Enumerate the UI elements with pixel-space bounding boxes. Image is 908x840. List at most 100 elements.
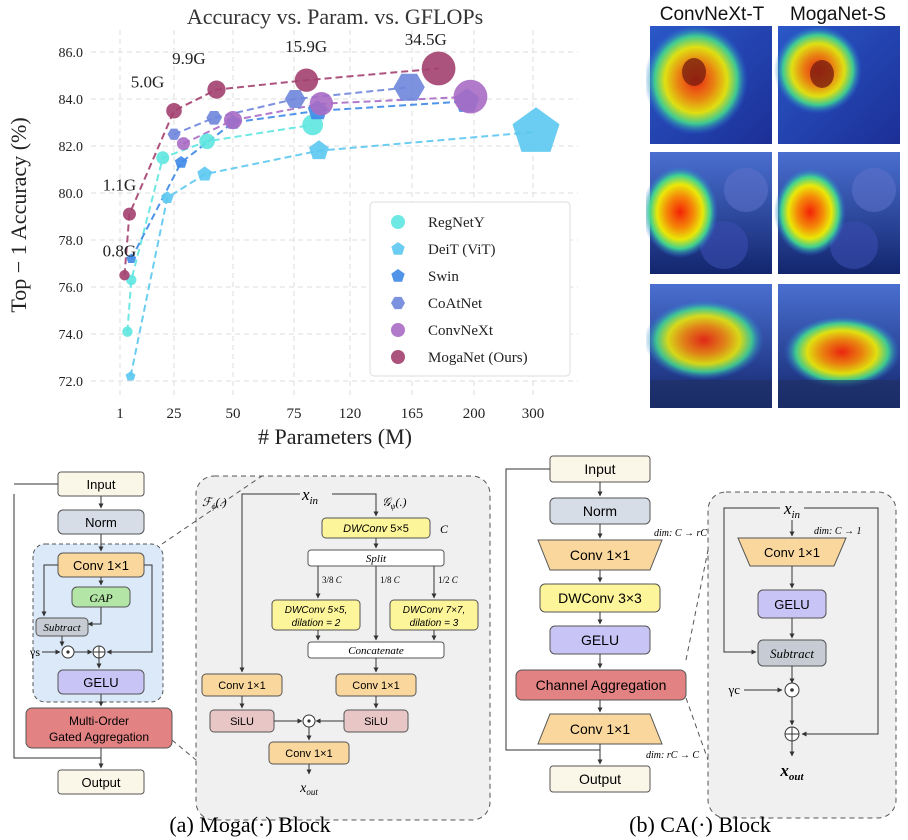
ca-norm-label: Norm — [583, 503, 617, 519]
moga-frac-12: 1/2 C — [438, 575, 459, 585]
moga-dw77-label: DWConv 7×7, — [403, 605, 466, 616]
moga-silu-right-label: SiLU — [364, 716, 388, 728]
ca-output-box — [549, 765, 651, 793]
data-point — [199, 133, 215, 150]
legend-marker — [391, 350, 405, 364]
data-point — [453, 79, 488, 114]
data-point — [166, 102, 182, 119]
ca-gelu-label: GELU — [581, 632, 619, 648]
legend-marker — [391, 269, 405, 282]
chart-legend: RegNetY DeiT (ViT) Swin CoAtNet ConvNeXt Moga… — [369, 201, 571, 377]
ca-dwconv-label: DWConv 3×3 — [558, 590, 642, 606]
x-tick-label: 120 — [339, 406, 362, 422]
data-point — [309, 140, 329, 160]
y-tick-label: 74.0 — [59, 328, 84, 343]
data-point — [223, 111, 243, 130]
heatmap-moganet-row1 — [774, 26, 900, 144]
legend-entry: CoAtNet — [428, 296, 483, 312]
moga-conv-left-label: Conv 1×1 — [218, 680, 265, 692]
moga-output-box — [57, 769, 145, 795]
gflops-label: 5.0G — [131, 72, 165, 91]
legend-entry: MogaNet (Ours) — [428, 350, 528, 366]
legend-entry: RegNetY — [428, 215, 485, 231]
x-tick-label: 1 — [116, 406, 124, 422]
ca-conv1-box — [537, 539, 663, 571]
moga-dw55-label: DWConv 5×5, — [285, 605, 348, 616]
x-tick-label: 200 — [463, 406, 486, 422]
data-point — [119, 270, 130, 281]
moga-output-label: Output — [81, 775, 120, 790]
moga-dil2-label: dilation = 2 — [292, 618, 341, 629]
moga-conv-right-label: Conv 1×1 — [352, 680, 399, 692]
gflops-labels: 0.8G 1.1G 5.0G 9.9G 15.9G 34.5G — [103, 30, 447, 261]
moga-aggregation-label-1: Multi-Order — [69, 714, 129, 728]
heatmap-moganet-row2 — [774, 152, 900, 274]
moga-frac-18: 1/8 C — [380, 575, 401, 585]
data-point — [176, 137, 190, 151]
data-point — [302, 114, 324, 136]
legend-marker — [391, 296, 405, 310]
data-point — [512, 107, 560, 152]
data-point — [126, 253, 137, 263]
heatmap-col-convnext: ConvNeXt-T — [660, 4, 765, 25]
moga-frac-38: 3/8 C — [322, 575, 343, 585]
data-point — [206, 111, 222, 125]
moga-dw55-box — [271, 599, 361, 631]
data-point — [161, 191, 174, 203]
moga-aggregation-box — [25, 707, 173, 749]
series-points — [119, 51, 560, 381]
heatmap-col-moganet: MogaNet-S — [790, 4, 886, 25]
gflops-label: 15.9G — [285, 37, 327, 56]
moga-concat-label: Concatenate — [348, 645, 404, 657]
x-tick-labels: 1 25 50 75 120 165 200 300 — [116, 406, 544, 422]
moga-aggregation-label-2: Gated Aggregation — [49, 730, 149, 744]
moga-subtract-label: Subtract — [43, 622, 81, 634]
gflops-label: 1.1G — [103, 176, 137, 195]
moga-silu-left-label: SiLU — [230, 716, 254, 728]
gflops-label: 0.8G — [103, 241, 137, 260]
data-point — [156, 151, 170, 165]
moga-caption: (a) Moga(·) Block — [169, 812, 330, 837]
ca-detail-conv-label: Conv 1×1 — [764, 545, 820, 560]
y-tick-label: 72.0 — [59, 375, 84, 390]
moga-gap-label: GAP — [89, 591, 113, 605]
x-axis-label: # Parameters (M) — [258, 424, 412, 449]
ca-detail-conv-box — [737, 537, 847, 567]
moga-fphi-label: ℱϕ(.) — [202, 495, 227, 511]
y-tick-label: 78.0 — [59, 234, 84, 249]
data-point — [197, 166, 213, 181]
moga-gpsi-label: 𝒢ψ(.) — [382, 495, 407, 511]
data-point — [284, 90, 306, 108]
y-tick-label: 84.0 — [59, 93, 84, 108]
moga-gelu-label: GELU — [83, 675, 118, 690]
ca-dim-label: dim: C → 1 — [814, 526, 862, 537]
chart-title: Accuracy vs. Param. vs. GFLOPs — [187, 4, 483, 29]
x-tick-label: 75 — [287, 406, 302, 422]
data-point — [122, 207, 136, 221]
ca-detail-gelu-label: GELU — [774, 597, 809, 612]
heatmap-convnext-row2 — [646, 152, 772, 274]
ca-dim1-label: dim: C → rC — [654, 528, 707, 539]
x-tick-label: 25 — [167, 406, 182, 422]
y-tick-label: 82.0 — [59, 140, 84, 155]
legend-entry: ConvNeXt — [428, 323, 494, 339]
y-tick-label: 86.0 — [59, 46, 84, 61]
legend-entry: Swin — [428, 269, 459, 285]
data-point — [122, 326, 133, 337]
y-tick-labels: 72.0 74.0 76.0 78.0 80.0 82.0 84.0 86.0 — [59, 46, 84, 390]
ca-caption: (b) CA(·) Block — [629, 812, 771, 837]
moga-gamma-label: γs — [29, 645, 40, 659]
data-point — [207, 80, 226, 99]
grid-lines — [91, 30, 578, 398]
legend-marker — [391, 323, 405, 337]
legend-marker — [391, 242, 405, 255]
moga-split-label: Split — [366, 553, 387, 565]
series-line — [182, 95, 471, 145]
y-tick-label: 76.0 — [59, 281, 84, 296]
heatmap-convnext-row1 — [646, 25, 772, 144]
x-tick-label: 165 — [401, 406, 424, 422]
moga-input-label: Input — [87, 477, 116, 492]
data-point — [125, 371, 136, 381]
data-point — [421, 51, 456, 86]
heatmap-moganet-row3 — [778, 284, 900, 408]
